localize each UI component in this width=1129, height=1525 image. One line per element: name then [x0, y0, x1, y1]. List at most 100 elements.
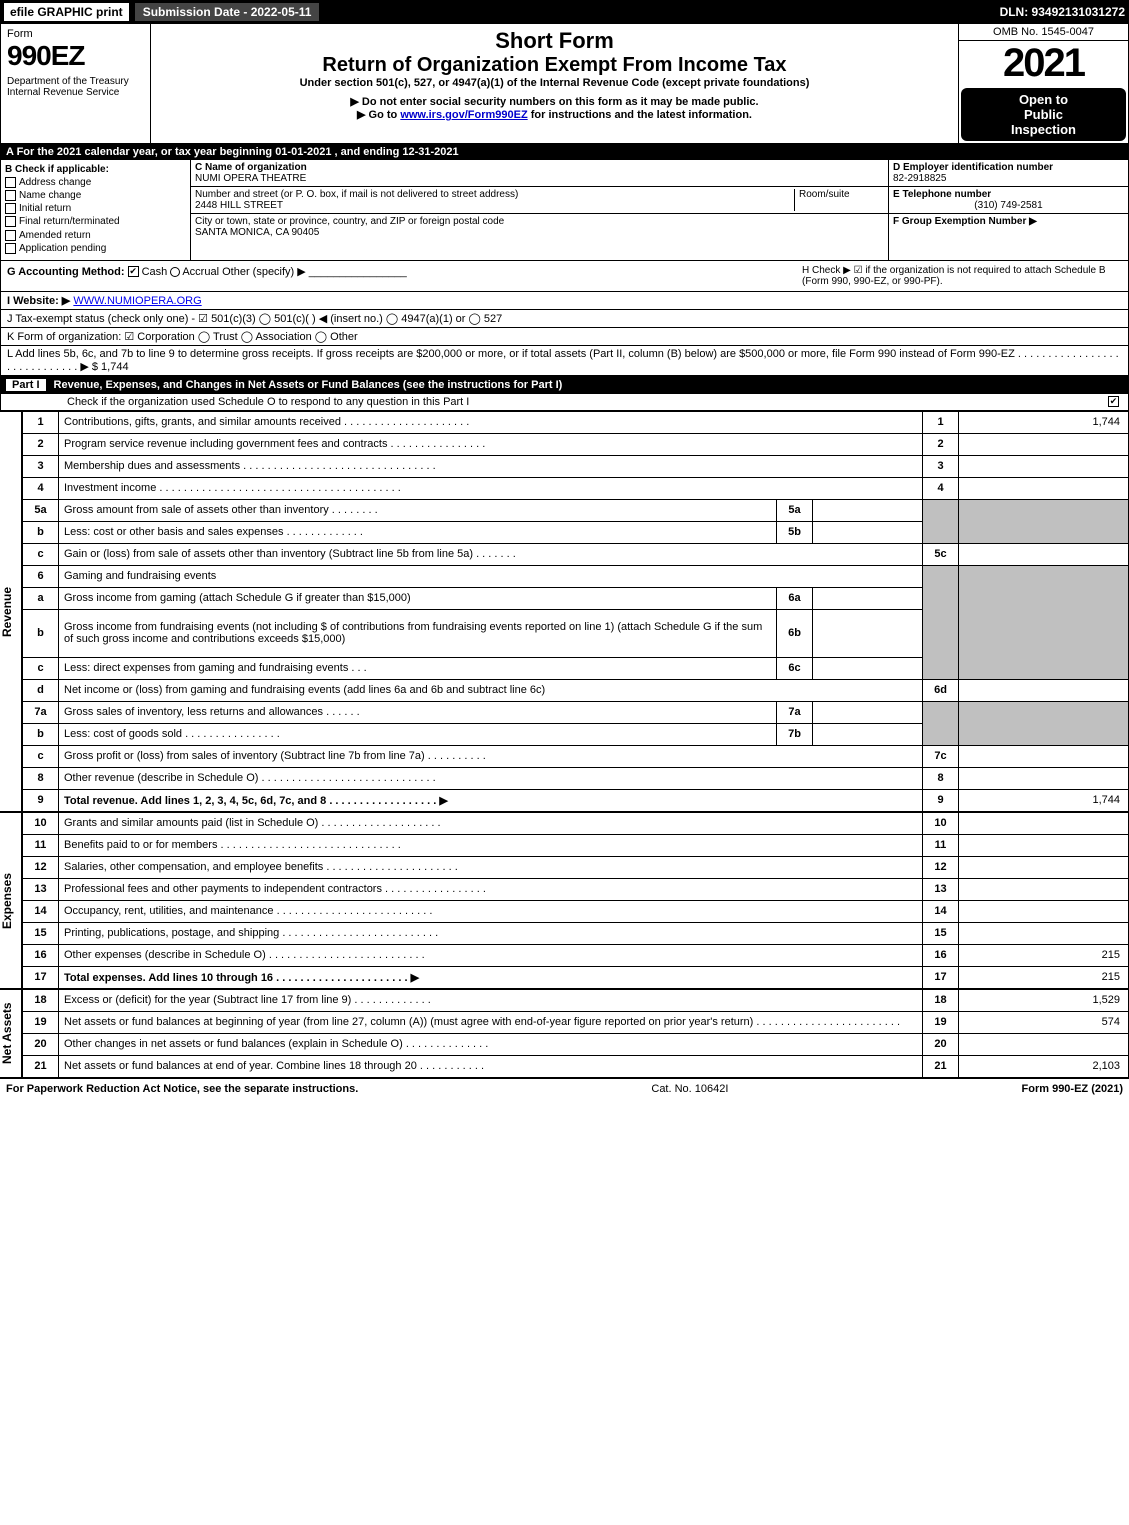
line-9: 9Total revenue. Add lines 1, 2, 3, 4, 5c…	[23, 789, 1129, 811]
part1-title: Revenue, Expenses, and Changes in Net As…	[54, 379, 563, 391]
l10-desc: Grants and similar amounts paid (list in…	[64, 817, 318, 829]
irs-label: Internal Revenue Service	[7, 87, 144, 98]
side-revenue: Revenue	[0, 411, 22, 812]
d-grp-label: F Group Exemption Number ▶	[893, 216, 1037, 227]
l17-desc: Total expenses. Add lines 10 through 16 …	[64, 972, 419, 984]
netassets-block: Net Assets 18Excess or (deficit) for the…	[0, 989, 1129, 1078]
dln-label: DLN: 93492131031272	[1000, 5, 1125, 19]
g-accrual-chk[interactable]	[170, 267, 180, 277]
line-17: 17Total expenses. Add lines 10 through 1…	[23, 966, 1129, 988]
l9-desc: Total revenue. Add lines 1, 2, 3, 4, 5c,…	[64, 795, 448, 807]
open1: Open to	[1019, 92, 1068, 107]
d-tel-row: E Telephone number (310) 749-2581	[889, 187, 1128, 214]
footer: For Paperwork Reduction Act Notice, see …	[0, 1078, 1129, 1099]
row-j: J Tax-exempt status (check only one) - ☑…	[0, 310, 1129, 328]
line-21: 21Net assets or fund balances at end of …	[23, 1055, 1129, 1077]
c-name-label: C Name of organization	[195, 162, 307, 173]
line-7c: cGross profit or (loss) from sales of in…	[23, 745, 1129, 767]
line-6: 6Gaming and fundraising events	[23, 565, 1129, 587]
side-expenses: Expenses	[0, 812, 22, 989]
chk-app-label: Application pending	[19, 243, 106, 254]
i-website-link[interactable]: WWW.NUMIOPERA.ORG	[73, 295, 201, 307]
l6a-desc: Gross income from gaming (attach Schedul…	[59, 587, 777, 609]
header-right: OMB No. 1545-0047 2021 Open to Public In…	[958, 24, 1128, 143]
l7c-desc: Gross profit or (loss) from sales of inv…	[64, 750, 425, 762]
l8-desc: Other revenue (describe in Schedule O)	[64, 772, 258, 784]
l21-desc: Net assets or fund balances at end of ye…	[64, 1060, 417, 1072]
line-11: 11Benefits paid to or for members . . . …	[23, 834, 1129, 856]
l3-desc: Membership dues and assessments	[64, 460, 240, 472]
chk-name-label: Name change	[19, 190, 81, 201]
line-5c: cGain or (loss) from sale of assets othe…	[23, 543, 1129, 565]
revenue-table: 1Contributions, gifts, grants, and simil…	[22, 411, 1129, 812]
expenses-table: 10Grants and similar amounts paid (list …	[22, 812, 1129, 989]
part1-sub-chk[interactable]	[1108, 396, 1119, 407]
g-cash: Cash	[142, 266, 168, 278]
g-accrual: Accrual	[182, 266, 219, 278]
g-cash-chk[interactable]	[128, 266, 139, 277]
goto-post: for instructions and the latest informat…	[528, 109, 752, 121]
header-left: Form 990EZ Department of the Treasury In…	[1, 24, 151, 143]
d-tel-label: E Telephone number	[893, 189, 991, 200]
row-h: H Check ▶ ☑ if the organization is not r…	[802, 265, 1122, 287]
chk-initial-label: Initial return	[19, 203, 71, 214]
c-name-row: C Name of organization NUMI OPERA THEATR…	[191, 160, 888, 187]
c-street-row: Number and street (or P. O. box, if mail…	[191, 187, 888, 214]
side-netassets: Net Assets	[0, 989, 22, 1078]
chk-name[interactable]: Name change	[5, 190, 186, 201]
section-bcd: B Check if applicable: Address change Na…	[0, 160, 1129, 261]
form-number: 990EZ	[7, 40, 144, 72]
g-label: G Accounting Method:	[7, 266, 125, 278]
col-b: B Check if applicable: Address change Na…	[1, 160, 191, 260]
note-goto: ▶ Go to www.irs.gov/Form990EZ for instru…	[157, 108, 952, 121]
l13-desc: Professional fees and other payments to …	[64, 883, 382, 895]
l6b-desc: Gross income from fundraising events (no…	[59, 609, 777, 657]
l18-desc: Excess or (deficit) for the year (Subtra…	[64, 994, 351, 1006]
c-street-val: 2448 HILL STREET	[195, 200, 283, 211]
l11-desc: Benefits paid to or for members	[64, 839, 217, 851]
c-street-label: Number and street (or P. O. box, if mail…	[195, 189, 518, 200]
chk-address-label: Address change	[19, 177, 91, 188]
open2: Public	[1024, 107, 1063, 122]
c-city-val: SANTA MONICA, CA 90405	[195, 227, 319, 238]
l5c-desc: Gain or (loss) from sale of assets other…	[64, 548, 473, 560]
line-18: 18Excess or (deficit) for the year (Subt…	[23, 989, 1129, 1011]
goto-link[interactable]: www.irs.gov/Form990EZ	[400, 109, 527, 121]
chk-amended-label: Amended return	[19, 230, 91, 241]
chk-app[interactable]: Application pending	[5, 243, 186, 254]
line-5a: 5aGross amount from sale of assets other…	[23, 499, 1129, 521]
line-16: 16Other expenses (describe in Schedule O…	[23, 944, 1129, 966]
i-label: I Website: ▶	[7, 295, 70, 307]
l20-desc: Other changes in net assets or fund bala…	[64, 1038, 403, 1050]
row-k: K Form of organization: ☑ Corporation ◯ …	[0, 328, 1129, 346]
d-ein-label: D Employer identification number	[893, 162, 1053, 173]
l6-desc: Gaming and fundraising events	[59, 565, 923, 587]
revenue-block: Revenue 1Contributions, gifts, grants, a…	[0, 411, 1129, 812]
l15-desc: Printing, publications, postage, and shi…	[64, 927, 279, 939]
l6d-desc: Net income or (loss) from gaming and fun…	[59, 679, 923, 701]
chk-address[interactable]: Address change	[5, 177, 186, 188]
form-header: Form 990EZ Department of the Treasury In…	[0, 24, 1129, 144]
d-tel-val: (310) 749-2581	[893, 200, 1124, 211]
l7b-desc: Less: cost of goods sold	[64, 728, 182, 740]
row-gh: G Accounting Method: Cash Accrual Other …	[0, 261, 1129, 292]
d-ein-row: D Employer identification number 82-2918…	[889, 160, 1128, 187]
netassets-table: 18Excess or (deficit) for the year (Subt…	[22, 989, 1129, 1078]
b-label: B Check if applicable:	[5, 164, 186, 175]
l19-desc: Net assets or fund balances at beginning…	[64, 1016, 753, 1028]
chk-final[interactable]: Final return/terminated	[5, 216, 186, 227]
part1-num: Part I	[6, 379, 46, 391]
g-other: Other (specify) ▶	[222, 266, 306, 278]
line-15: 15Printing, publications, postage, and s…	[23, 922, 1129, 944]
l4-desc: Investment income	[64, 482, 156, 494]
d-ein-val: 82-2918825	[893, 173, 946, 184]
submission-date: Submission Date - 2022-05-11	[135, 3, 320, 21]
c-city-label: City or town, state or province, country…	[195, 216, 504, 227]
l16-desc: Other expenses (describe in Schedule O)	[64, 949, 266, 961]
l12-desc: Salaries, other compensation, and employ…	[64, 861, 323, 873]
tax-year: 2021	[959, 41, 1128, 86]
part1-sub-text: Check if the organization used Schedule …	[7, 396, 1108, 408]
chk-initial[interactable]: Initial return	[5, 203, 186, 214]
l7a-desc: Gross sales of inventory, less returns a…	[64, 706, 323, 718]
chk-amended[interactable]: Amended return	[5, 230, 186, 241]
